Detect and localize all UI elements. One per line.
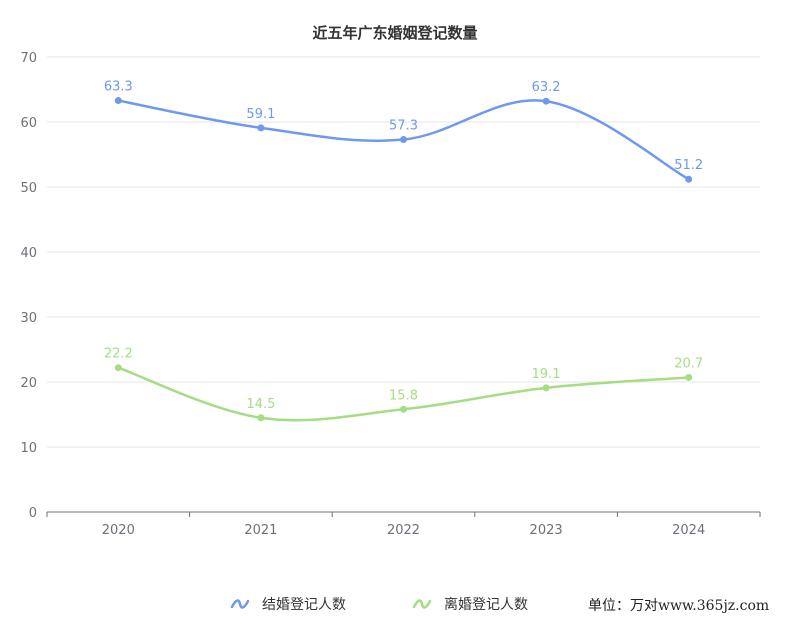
data-point[interactable] [257, 124, 265, 132]
legend-item-divorce[interactable]: 离婚登记人数 [412, 590, 528, 618]
legend: 结婚登记人数 离婚登记人数 [0, 590, 790, 618]
legend-label: 结婚登记人数 [262, 597, 346, 613]
legend-label: 离婚登记人数 [444, 597, 528, 613]
y-tick-label: 60 [20, 116, 37, 131]
data-label: 14.5 [246, 397, 275, 412]
grid-lines [47, 56, 760, 448]
data-labels: 63.3 59.1 57.3 63.2 51.2 22.2 14.5 15.8 19.1 20.7 [104, 80, 703, 412]
data-label: 59.1 [246, 107, 275, 122]
data-label: 63.2 [532, 80, 561, 95]
data-label: 15.8 [389, 388, 418, 403]
x-tick-label: 2023 [530, 523, 563, 538]
data-point[interactable] [542, 384, 550, 392]
x-tick-label: 2021 [244, 523, 277, 538]
y-tick-label: 20 [20, 376, 37, 391]
y-tick-label: 50 [20, 181, 37, 196]
data-label: 22.2 [104, 347, 133, 362]
chart-title: 近五年广东婚姻登记数量 [312, 24, 477, 42]
data-label: 51.2 [674, 158, 703, 173]
data-point[interactable] [257, 414, 265, 422]
data-point[interactable] [400, 405, 407, 413]
data-label: 63.3 [104, 80, 133, 95]
data-point[interactable] [400, 136, 407, 144]
x-tick-label: 2020 [102, 523, 135, 538]
legend-line-icon [412, 599, 432, 609]
data-point[interactable] [114, 97, 122, 105]
x-tick-label: 2022 [387, 523, 420, 538]
data-label: 20.7 [674, 356, 703, 371]
y-tick-label: 30 [20, 311, 37, 326]
legend-item-marriage[interactable]: 结婚登记人数 [230, 590, 346, 618]
unit-note: 单位：万对www.365jz.com [588, 595, 769, 615]
data-point[interactable] [685, 373, 693, 381]
y-tick-label: 10 [20, 441, 37, 456]
y-tick-label: 70 [20, 51, 37, 66]
y-tick-label: 40 [20, 246, 37, 261]
series-layer [114, 97, 693, 422]
y-tick-label: 0 [29, 506, 37, 521]
x-tick-label: 2024 [672, 523, 705, 538]
legend-line-icon [230, 599, 250, 609]
data-label: 19.1 [532, 367, 561, 382]
watermark: www.365jz.com [658, 598, 770, 614]
data-point[interactable] [685, 175, 693, 183]
axes: 0 10 20 30 40 50 60 70 2020 2021 2022 2023 2024 [20, 51, 761, 538]
unit-label: 单位：万对 [588, 598, 658, 614]
data-label: 57.3 [389, 119, 418, 134]
data-point[interactable] [114, 364, 122, 372]
data-point[interactable] [542, 97, 550, 105]
